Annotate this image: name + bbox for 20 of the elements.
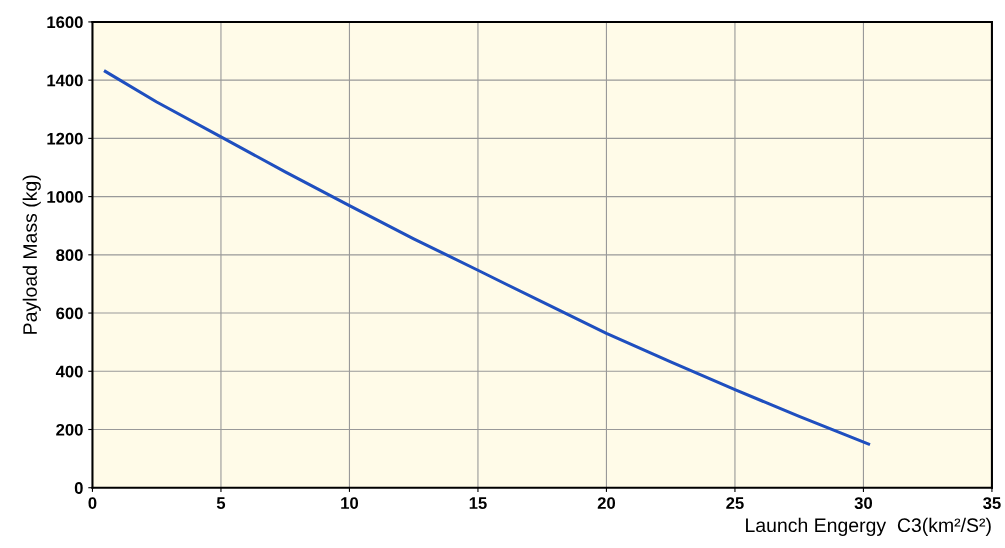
x-tick-label: 5 <box>216 497 226 509</box>
line-series <box>103 69 871 446</box>
x-tick-label: 0 <box>88 497 97 509</box>
x-axis-title: Launch Engergy C3(km²/S²) <box>746 517 991 536</box>
y-tick-label: 1000 <box>47 191 83 203</box>
y-tick-label: 1600 <box>47 16 83 29</box>
x-tick-label: 10 <box>341 497 359 509</box>
y-tick-label: 200 <box>56 423 83 436</box>
y-tick-label: 1200 <box>47 132 83 145</box>
y-tick-label: 1400 <box>47 74 83 87</box>
y-axis-title: Payload Mass (kg) <box>22 175 41 334</box>
y-tick-label: 0 <box>74 482 83 494</box>
x-tick-label: 15 <box>469 497 487 509</box>
y-tick-label: 600 <box>56 307 83 320</box>
y-tick-label: 400 <box>55 365 83 378</box>
x-tick-label: 25 <box>726 497 744 509</box>
x-tick-label: 35 <box>983 497 1001 510</box>
x-tick-label: 30 <box>854 497 873 510</box>
y-tick-label: 800 <box>56 249 83 262</box>
x-tick-label: 20 <box>597 497 616 509</box>
